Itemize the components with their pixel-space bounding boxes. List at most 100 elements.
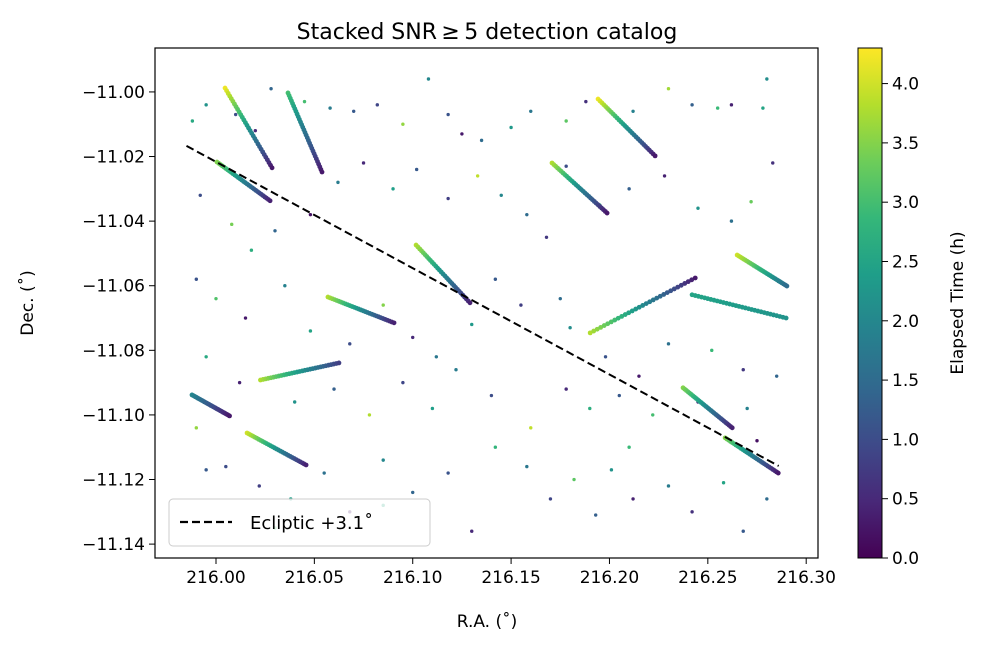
x-tick-label: 216.30 xyxy=(776,568,835,588)
y-tick-label: −11.14 xyxy=(82,535,145,555)
detection-point xyxy=(411,335,415,340)
ecliptic-line xyxy=(186,144,780,467)
detection-point xyxy=(367,413,372,417)
detection-point xyxy=(749,200,753,204)
detection-point xyxy=(273,229,277,233)
track-point xyxy=(467,300,473,306)
x-axis: 216.00 216.05 216.10 216.15 216.20 216.25 216.… xyxy=(186,558,836,588)
detection-point xyxy=(434,355,439,359)
detection-point xyxy=(627,187,631,191)
detection-point xyxy=(253,128,258,133)
detection-point xyxy=(302,99,307,104)
track-point xyxy=(729,425,735,431)
plot-marks xyxy=(186,77,790,533)
colorbar-tick-label: 4.0 xyxy=(892,75,919,95)
colorbar-gradient xyxy=(857,47,883,559)
detection-point xyxy=(446,471,450,475)
detection-point xyxy=(548,497,553,501)
detection-point xyxy=(204,355,208,359)
detection-point xyxy=(631,109,635,114)
detection-point xyxy=(336,180,340,185)
detection-point xyxy=(690,103,694,107)
track-point xyxy=(692,275,698,281)
detection-point xyxy=(771,161,775,165)
detection-point xyxy=(348,342,352,346)
colorbar-label: Elapsed Time (h) xyxy=(948,231,968,374)
detection-point xyxy=(741,367,745,372)
detection-point xyxy=(224,464,228,469)
y-tick-label: −11.04 xyxy=(82,212,145,232)
y-axis: −11.00 −11.02 −11.04 −11.06 −11.08 −11.10 −11.… xyxy=(82,83,155,555)
detection-point xyxy=(381,458,385,462)
detection-point xyxy=(249,248,254,252)
detection-point xyxy=(401,122,405,126)
detection-point xyxy=(499,193,503,197)
detection-point xyxy=(761,106,765,110)
detection-point xyxy=(308,212,313,217)
detection-point xyxy=(426,77,431,81)
detection-point xyxy=(568,326,572,330)
detection-point xyxy=(475,174,480,178)
detection-point xyxy=(662,174,667,178)
detection-point xyxy=(204,468,208,472)
detection-point xyxy=(361,161,366,165)
y-tick-label: −11.12 xyxy=(82,471,145,491)
y-tick-label: −11.10 xyxy=(82,406,145,426)
detection-point xyxy=(509,125,513,130)
y-axis-label: Dec. (˚) xyxy=(17,270,38,335)
x-tick-label: 216.00 xyxy=(186,568,245,588)
track-point xyxy=(227,413,232,419)
detection-point xyxy=(627,445,631,449)
detection-point xyxy=(204,103,208,107)
colorbar-tick-label: 0.0 xyxy=(892,549,919,569)
detection-point xyxy=(401,380,405,385)
colorbar-tick-label: 3.0 xyxy=(892,193,919,213)
track-point xyxy=(652,153,658,159)
detection-point xyxy=(470,529,474,533)
detection-point xyxy=(190,119,195,123)
detection-point xyxy=(233,112,238,117)
detection-point xyxy=(328,106,332,110)
legend-box xyxy=(168,498,431,547)
detection-point xyxy=(558,296,562,301)
detection-point xyxy=(243,316,248,320)
detection-point xyxy=(721,481,726,485)
colorbar-tick-label: 1.5 xyxy=(892,371,919,391)
track-point xyxy=(303,462,309,468)
colorbar-tick-label: 1.0 xyxy=(892,430,919,450)
detection-point xyxy=(446,112,450,117)
detection-point xyxy=(237,380,242,385)
detection-point xyxy=(381,303,385,307)
detection-point xyxy=(745,406,749,411)
x-tick-label: 216.10 xyxy=(383,568,442,588)
detection-point xyxy=(198,193,202,197)
y-tick-label: −11.00 xyxy=(82,83,145,103)
x-axis-label: R.A. (˚) xyxy=(457,611,518,632)
detection-point xyxy=(544,235,549,239)
track-point xyxy=(783,315,789,321)
detection-point xyxy=(460,132,464,136)
track-point xyxy=(269,165,275,171)
detection-point xyxy=(765,77,769,81)
detection-point xyxy=(584,99,588,104)
detection-point xyxy=(493,277,498,281)
track-point xyxy=(604,210,610,216)
detection-point xyxy=(529,109,533,114)
detection-point xyxy=(666,86,671,91)
detection-point xyxy=(729,103,734,107)
chart-title: Stacked SNR ≥ 5 detection catalog xyxy=(297,20,678,45)
detection-point xyxy=(715,106,720,110)
detection-point xyxy=(430,406,435,411)
detection-point xyxy=(588,406,592,411)
detection-point xyxy=(525,212,529,217)
detection-point xyxy=(352,109,356,114)
detection-point xyxy=(617,393,621,398)
track-point xyxy=(391,320,397,326)
detection-point xyxy=(446,196,450,201)
detection-point xyxy=(741,529,745,533)
detection-point xyxy=(696,206,700,210)
detection-point xyxy=(572,477,576,482)
detection-point xyxy=(479,138,484,143)
detection-point xyxy=(391,187,395,191)
